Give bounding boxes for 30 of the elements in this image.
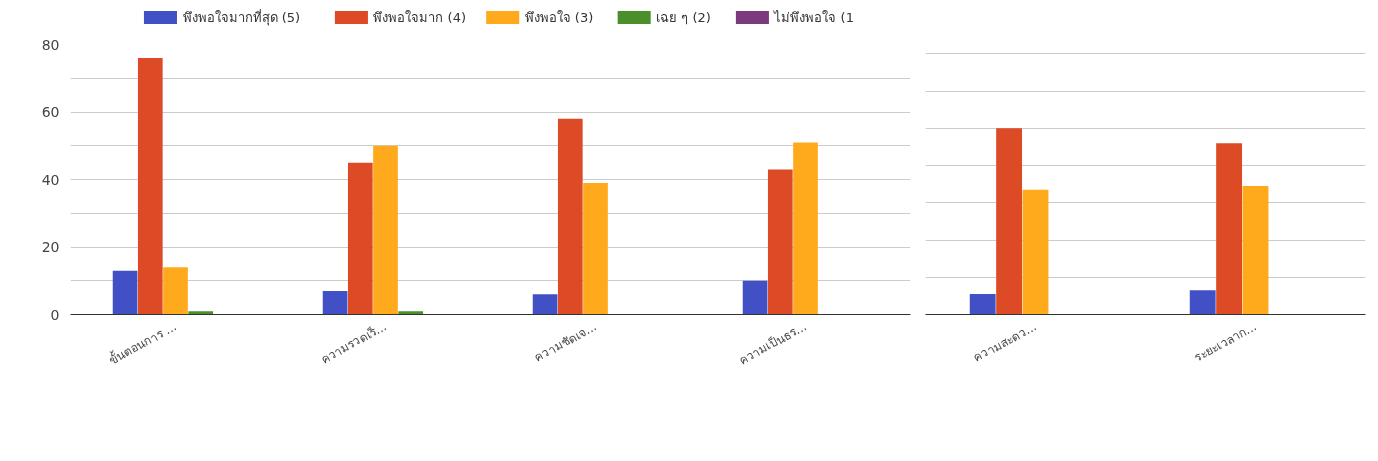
legend-label: เฉย ๆ (2) — [656, 10, 711, 25]
bar — [188, 311, 214, 315]
legend-label: พึงพอใจมาก (4) — [373, 10, 466, 25]
y-tick-label: 60 — [41, 104, 60, 120]
bar — [583, 182, 608, 315]
bar — [767, 169, 793, 315]
bar — [322, 290, 348, 315]
legend-label: ไม่พึงพอใจ (1 — [773, 10, 854, 25]
y-tick-label: 0 — [50, 306, 60, 323]
bar — [969, 294, 996, 315]
bar — [532, 294, 558, 315]
bar — [557, 118, 583, 315]
bar — [793, 142, 818, 315]
y-tick-label: 20 — [41, 239, 60, 255]
bar — [398, 311, 424, 315]
bar — [996, 128, 1023, 315]
legend-label: พึงพอใจมากที่สุด (5) — [182, 9, 301, 26]
bar — [1189, 290, 1216, 315]
bar — [137, 58, 163, 315]
bar — [742, 280, 768, 315]
bar — [1242, 186, 1269, 315]
bar — [163, 267, 188, 315]
bar — [1022, 189, 1049, 315]
bar — [1216, 143, 1243, 315]
legend-label: พึงพอใจ (3) — [524, 10, 594, 25]
y-tick-label: 80 — [41, 36, 60, 53]
y-tick-label: 40 — [41, 171, 60, 188]
bar — [112, 270, 138, 315]
bar — [373, 145, 398, 315]
bar — [347, 162, 373, 315]
